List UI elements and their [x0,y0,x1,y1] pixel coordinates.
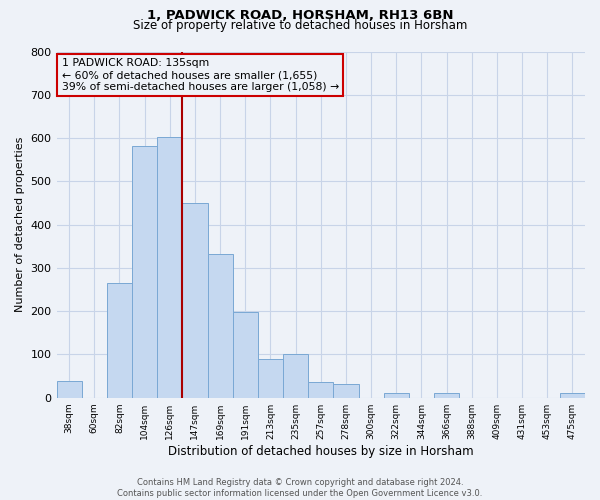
Y-axis label: Number of detached properties: Number of detached properties [15,137,25,312]
Text: Contains HM Land Registry data © Crown copyright and database right 2024.
Contai: Contains HM Land Registry data © Crown c… [118,478,482,498]
Text: 1 PADWICK ROAD: 135sqm
← 60% of detached houses are smaller (1,655)
39% of semi-: 1 PADWICK ROAD: 135sqm ← 60% of detached… [62,58,339,92]
Bar [107,283,132,398]
Bar [208,254,233,398]
Bar [56,382,82,398]
Bar [434,394,459,398]
X-axis label: Distribution of detached houses by size in Horsham: Distribution of detached houses by size … [168,444,473,458]
Bar [383,392,409,398]
Bar [182,202,208,398]
Bar [157,137,182,398]
Bar [258,359,283,398]
Text: Size of property relative to detached houses in Horsham: Size of property relative to detached ho… [133,19,467,32]
Text: 1, PADWICK ROAD, HORSHAM, RH13 6BN: 1, PADWICK ROAD, HORSHAM, RH13 6BN [147,9,453,22]
Bar [560,394,585,398]
Bar [132,146,157,398]
Bar [334,384,359,398]
Bar [308,382,334,398]
Bar [233,312,258,398]
Bar [283,354,308,398]
